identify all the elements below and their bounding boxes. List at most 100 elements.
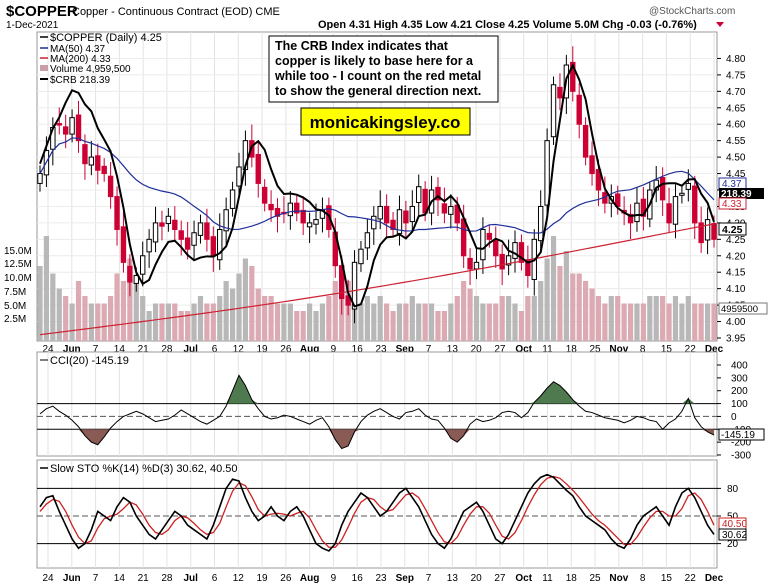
- volume-bar: [704, 303, 711, 341]
- sto-reference-lines: [37, 487, 717, 545]
- candle-body: [409, 205, 416, 223]
- chart-header: $COPPER Copper - Continuous Contract (EO…: [0, 0, 769, 31]
- price-x-label: Jul: [183, 344, 198, 355]
- candle-body: [358, 248, 364, 265]
- volume-bar: [140, 296, 146, 341]
- price-panel: 3.954.004.054.104.154.204.254.304.354.40…: [4, 31, 768, 345]
- price-axis-label: 4.70: [726, 87, 746, 98]
- volume-bar: [480, 303, 486, 341]
- volume-bar: [88, 303, 94, 341]
- url-text: monicakingsley.co: [310, 113, 461, 132]
- volume-bar: [50, 273, 56, 341]
- price-x-label: 28: [161, 344, 173, 355]
- volume-bar: [249, 266, 255, 341]
- volume-bar: [358, 303, 364, 341]
- volume-bar: [685, 296, 691, 341]
- volume-bar: [172, 303, 178, 341]
- watermark: @StockCharts.com: [649, 6, 735, 17]
- candle-body: [570, 61, 576, 92]
- sto-x-label: 25: [590, 573, 602, 584]
- volume-bar: [56, 288, 62, 341]
- volume-bar: [229, 288, 236, 341]
- candle-body: [146, 238, 152, 253]
- candle-body: [229, 189, 236, 209]
- candle-body: [140, 255, 146, 275]
- candle-body: [441, 203, 448, 214]
- sto-y-axis: 80 50 20: [717, 484, 739, 550]
- sto-x-label: 27: [494, 573, 506, 584]
- volume-bar: [210, 303, 216, 341]
- candle-body: [704, 219, 711, 241]
- sto-x-label: 15: [661, 573, 673, 584]
- volume-bar: [403, 303, 409, 341]
- volume-bar: [223, 281, 229, 341]
- volume-bar: [281, 303, 287, 341]
- sto-grid: [47, 460, 715, 568]
- volume-bar: [262, 296, 268, 341]
- sto-panel: 80 50 20 Slow STO %K(14) %D(3) 30.62, 40.5…: [36, 459, 747, 569]
- price-x-label: 7: [93, 344, 99, 355]
- volume-bar: [486, 303, 492, 341]
- candle-body: [127, 265, 133, 283]
- candle-body: [518, 242, 525, 263]
- volume-bar: [217, 296, 223, 341]
- candle-body: [582, 125, 589, 158]
- price-x-label: 7: [426, 344, 432, 355]
- candle-body: [184, 237, 191, 250]
- volume-bar: [409, 296, 415, 341]
- candle-body: [345, 295, 351, 306]
- candle-body: [133, 275, 139, 284]
- sto-x-label: Jul: [183, 573, 198, 584]
- candle-body: [351, 261, 358, 310]
- price-x-label: 9: [331, 344, 337, 355]
- candle-body: [306, 222, 313, 228]
- volume-bar: [43, 236, 50, 341]
- ma200-tag: [718, 197, 747, 210]
- price-x-label: Sep: [396, 344, 414, 355]
- cci-negative-fill: [40, 429, 714, 449]
- volume-bar: [602, 303, 608, 341]
- price-x-label: 24: [42, 344, 54, 355]
- volume-bar: [133, 281, 139, 341]
- volume-bar: [583, 281, 589, 341]
- cci-axis-label: -200: [731, 438, 751, 449]
- last-price-tag-label: 4.25: [722, 224, 743, 236]
- candle-body: [659, 177, 666, 201]
- candle-body: [512, 242, 518, 259]
- candle-body: [467, 257, 473, 270]
- sto-x-label: 18: [566, 573, 578, 584]
- sto-x-label: 11: [542, 573, 553, 584]
- volume-bar: [660, 296, 666, 341]
- cci-axis-label: 400: [731, 361, 748, 372]
- sto-x-label: 19: [257, 573, 269, 584]
- volume-axis-label: 7.5M: [4, 287, 26, 298]
- candle-body: [56, 123, 62, 126]
- sto-x-label: 26: [280, 573, 292, 584]
- cci-positive-fill: [40, 375, 714, 404]
- candle-body: [261, 186, 268, 204]
- volume-bar: [152, 303, 159, 341]
- candle-body: [197, 222, 204, 236]
- ma200-tag-label: 4.33: [722, 199, 742, 210]
- volume-bar: [364, 296, 370, 341]
- cci-axis-label: 0: [731, 412, 737, 423]
- volume-bar: [493, 303, 499, 341]
- sto-axis-label: 20: [727, 539, 739, 550]
- url-highlight-box: [300, 107, 471, 136]
- candle-body: [274, 207, 281, 217]
- volume-bar: [242, 258, 249, 341]
- volume-bar: [159, 303, 165, 341]
- candle-body: [576, 94, 582, 125]
- price-x-label: 14: [114, 344, 126, 355]
- sto-x-label: Dec: [705, 573, 724, 584]
- annotation-line-1: The CRB Index indicates that: [275, 39, 449, 53]
- candle-body: [371, 215, 377, 230]
- cci-tag: [718, 428, 765, 441]
- volume-bar: [698, 303, 704, 341]
- candle-body: [178, 230, 184, 240]
- candle-body: [204, 222, 210, 240]
- volume-bar: [608, 296, 614, 341]
- chart-date: 1-Dec-2021: [6, 20, 59, 30]
- sto-x-label: 28: [161, 573, 173, 584]
